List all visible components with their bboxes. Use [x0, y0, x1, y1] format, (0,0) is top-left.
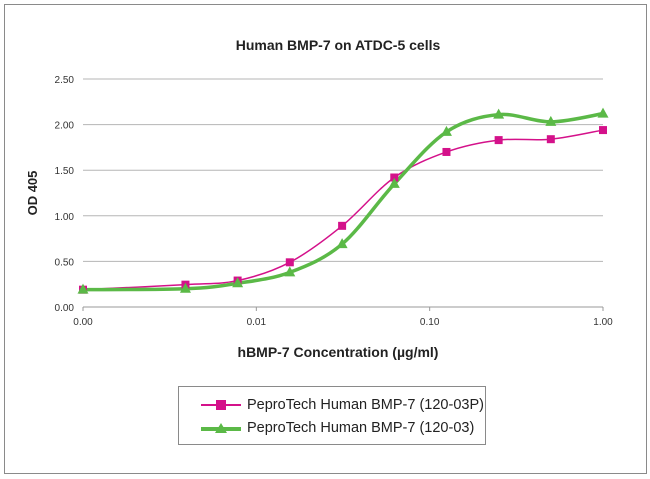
x-tick-label: 0.00: [73, 317, 93, 328]
data-point-triangle: [440, 125, 452, 136]
data-point-square: [390, 173, 399, 182]
data-point-square: [285, 258, 294, 267]
y-tick-label: 0.00: [55, 303, 75, 314]
data-point-triangle: [232, 277, 244, 288]
data-point-triangle: [388, 177, 400, 188]
data-point-triangle: [597, 107, 609, 118]
x-tick-label: 1.00: [593, 317, 613, 328]
y-tick-label: 1.00: [55, 212, 75, 223]
data-point-square: [546, 135, 555, 144]
legend-label: PeproTech Human BMP-7 (120-03P): [247, 397, 484, 413]
data-point-triangle: [284, 266, 296, 277]
data-point-square: [338, 221, 347, 230]
chart-title: Human BMP-7 on ATDC-5 cells: [236, 37, 441, 53]
data-point-triangle: [336, 238, 348, 249]
data-point-square: [442, 147, 451, 156]
series-line: [82, 129, 604, 291]
data-point-triangle: [179, 282, 191, 293]
y-axis-label: OD 405: [25, 171, 40, 216]
triangle-marker-icon: [201, 423, 241, 433]
y-tick-label: 0.50: [55, 257, 75, 268]
x-tick-label: 0.10: [420, 317, 440, 328]
y-tick-label: 2.50: [55, 75, 75, 86]
x-axis-label: hBMP-7 Concentration (µg/ml): [238, 344, 439, 360]
y-tick-label: 1.50: [55, 166, 75, 177]
square-marker-icon: [201, 400, 241, 410]
series-line: [82, 111, 604, 292]
data-point-triangle: [493, 108, 505, 119]
data-point-triangle: [545, 115, 557, 126]
data-point-triangle: [77, 283, 89, 294]
legend-item-120-03: PeproTech Human BMP-7 (120-03): [201, 418, 474, 438]
data-point-square: [599, 126, 607, 135]
x-tick-label: 0.01: [247, 317, 267, 328]
y-tick-label: 2.00: [55, 121, 75, 132]
legend-label: PeproTech Human BMP-7 (120-03): [247, 420, 475, 436]
legend-item-120-03P: PeproTech Human BMP-7 (120-03P): [201, 395, 484, 415]
legend: PeproTech Human BMP-7 (120-03P) PeproTec…: [178, 386, 486, 445]
data-point-square: [494, 136, 503, 145]
